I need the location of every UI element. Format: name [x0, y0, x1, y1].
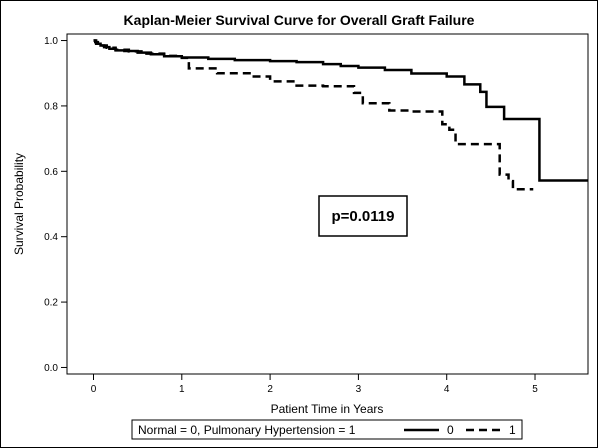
y-tick-label-0: 0.0 [44, 363, 58, 374]
y-axis-label: Survival Probability [12, 153, 26, 255]
y-axis: 0.0 0.2 0.4 0.6 0.8 1.0 [44, 36, 67, 374]
chart-title: Kaplan-Meier Survival Curve for Overall … [124, 12, 475, 28]
series-0-line [93, 39, 588, 182]
pvalue-text: p=0.0119 [332, 208, 395, 225]
x-tick-label-5: 5 [532, 384, 538, 395]
plot-frame [66, 33, 589, 375]
legend-label-0: 0 [447, 423, 454, 437]
series-1-line [93, 39, 534, 191]
x-axis: 0 1 2 3 4 5 [91, 374, 538, 395]
pvalue-annotation: p=0.0119 [318, 195, 408, 237]
legend-label-1: 1 [509, 423, 516, 437]
pvalue-box [318, 195, 408, 237]
x-tick-label-4: 4 [444, 384, 450, 395]
legend: Normal = 0, Pulmonary Hypertension = 1 0… [131, 419, 523, 440]
series-layer [93, 39, 588, 191]
legend-box [131, 419, 523, 440]
x-tick-label-3: 3 [356, 384, 362, 395]
legend-title: Normal = 0, Pulmonary Hypertension = 1 [138, 423, 356, 437]
y-tick-label-1: 0.2 [44, 298, 58, 309]
x-tick-label-1: 1 [179, 384, 185, 395]
y-tick-label-4: 0.8 [44, 101, 58, 112]
y-tick-label-2: 0.4 [44, 232, 58, 243]
x-tick-label-0: 0 [91, 384, 97, 395]
x-tick-label-2: 2 [267, 384, 273, 395]
y-tick-label-5: 1.0 [44, 36, 58, 47]
x-axis-label: Patient Time in Years [271, 402, 384, 416]
y-tick-label-3: 0.6 [44, 167, 58, 178]
